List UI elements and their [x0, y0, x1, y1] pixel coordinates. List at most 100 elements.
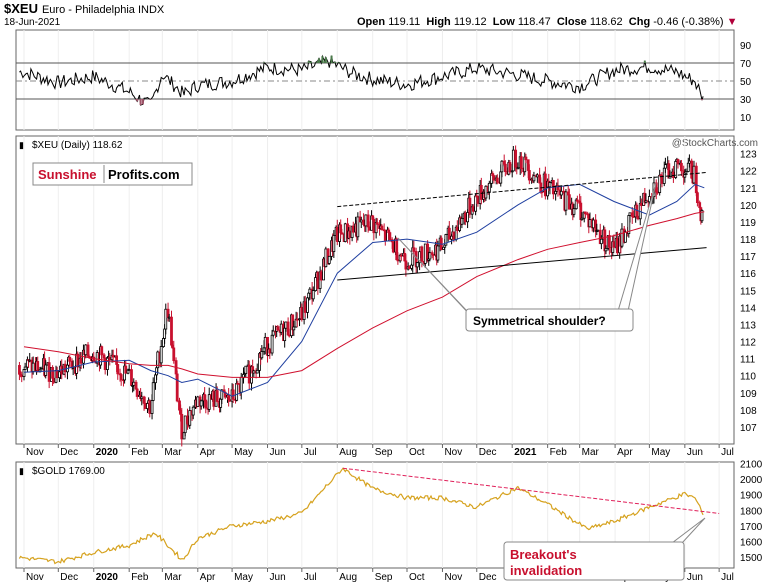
- price-tick-label: 107: [740, 423, 757, 434]
- symbol-text: $XEU: [4, 1, 38, 16]
- price-candle: [532, 175, 536, 182]
- price-candle: [175, 373, 179, 402]
- price-candle: [235, 382, 239, 401]
- price-candle: [495, 177, 499, 183]
- price-candle: [196, 396, 200, 407]
- price-candle: [471, 206, 475, 212]
- instrument-name: Euro - Philadelphia INDX: [41, 4, 165, 16]
- price-candle: [51, 367, 54, 379]
- price-x-label: Sep: [375, 447, 393, 458]
- price-candle: [343, 223, 347, 242]
- price-candle: [372, 218, 376, 234]
- price-candle: [388, 232, 392, 241]
- gold-panel-frame: [15, 461, 735, 569]
- price-candle: [688, 160, 691, 164]
- brand-sunshine: Sunshine: [38, 167, 97, 182]
- price-candle: [140, 396, 144, 399]
- price-candle: [332, 235, 336, 252]
- price-tick-label: 109: [740, 389, 757, 400]
- price-candle: [356, 216, 360, 238]
- price-candle: [692, 165, 696, 184]
- brand-box: [32, 162, 193, 186]
- price-tick-label: 120: [740, 201, 757, 212]
- price-candle: [268, 348, 272, 354]
- price-candle: [583, 211, 587, 215]
- price-panel-frame: [15, 135, 735, 445]
- price-candle: [22, 369, 26, 377]
- price-candle: [127, 369, 131, 372]
- shoulder-callout-pointer-right: [617, 182, 657, 312]
- price-candle: [599, 238, 603, 245]
- gold-x-label: Oct: [409, 572, 425, 583]
- price-candle: [52, 377, 56, 383]
- gold-x-label: May: [234, 572, 253, 583]
- low-label: Low: [492, 16, 515, 28]
- upper-trendline: [337, 171, 707, 208]
- price-candle: [276, 326, 280, 331]
- price-candle: [672, 171, 675, 178]
- price-candle: [260, 351, 264, 359]
- price-candle: [36, 361, 40, 373]
- gold-x-label: Sep: [375, 572, 393, 583]
- price-candle: [108, 356, 112, 361]
- gold-x-label: Apr: [200, 572, 216, 583]
- price-candle: [271, 330, 275, 336]
- ma200-line: [23, 211, 705, 378]
- price-candle: [84, 344, 88, 356]
- price-candle: [124, 365, 128, 374]
- price-candle: [239, 376, 243, 393]
- price-tick-label: 116: [740, 269, 756, 280]
- price-candle: [447, 227, 451, 240]
- price-candle: [407, 266, 411, 269]
- gold-x-label: Feb: [131, 572, 149, 583]
- gold-tick-label: 2100: [740, 460, 763, 471]
- chart-date: 18-Jun-2021: [4, 17, 61, 28]
- price-tick-label: 112: [740, 338, 756, 349]
- price-tick-label: 119: [740, 218, 756, 229]
- price-candle: [564, 191, 568, 211]
- price-candle: [623, 231, 627, 243]
- low-value: 118.47: [517, 16, 551, 28]
- price-x-label: Jul: [304, 447, 317, 458]
- gold-x-label: 2020: [96, 572, 119, 583]
- rsi-tick-label: 50: [740, 77, 752, 88]
- price-candle: [615, 238, 619, 254]
- price-x-label: Apr: [617, 447, 633, 458]
- price-candle: [148, 400, 152, 414]
- high-value: 119.12: [453, 16, 487, 28]
- price-candle: [44, 364, 48, 376]
- price-candle: [612, 241, 616, 248]
- chg-label: Chg: [628, 16, 651, 28]
- price-candle: [607, 235, 611, 248]
- price-candle: [351, 225, 355, 233]
- price-tick-label: 117: [740, 252, 756, 263]
- gold-panel-icon: ▮: [19, 466, 24, 476]
- price-candle: [303, 301, 307, 313]
- price-x-label: Nov: [26, 447, 44, 458]
- price-candle: [204, 399, 208, 409]
- price-candle: [647, 196, 651, 203]
- price-tick-label: 123: [740, 150, 757, 161]
- price-x-label: May: [651, 447, 670, 458]
- price-candle: [23, 366, 27, 370]
- gold-x-label: Jul: [304, 572, 317, 583]
- price-candle: [212, 390, 216, 407]
- close-label: Close: [556, 16, 587, 28]
- gold-tick-label: 1500: [740, 553, 763, 564]
- price-candle: [188, 410, 192, 426]
- price-candle: [207, 394, 211, 410]
- price-candle: [415, 262, 419, 268]
- gold-x-label: Dec: [60, 572, 78, 583]
- price-candle: [119, 374, 123, 381]
- price-candle: [700, 210, 704, 222]
- price-candle: [479, 184, 483, 200]
- price-candle: [628, 212, 632, 216]
- price-candle: [380, 225, 384, 231]
- price-candle: [399, 254, 403, 257]
- price-candle: [591, 219, 595, 229]
- price-candle: [100, 346, 104, 356]
- price-candle: [308, 288, 312, 294]
- chart-symbol: $XEU Euro - Philadelphia INDX: [4, 1, 164, 16]
- price-candle: [548, 182, 552, 188]
- price-tick-label: 115: [740, 286, 756, 297]
